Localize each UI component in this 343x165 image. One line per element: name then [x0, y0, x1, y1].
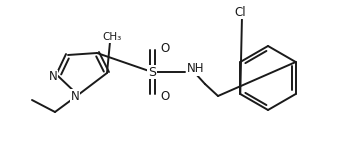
Text: O: O	[160, 42, 169, 54]
Text: N: N	[71, 89, 79, 102]
Text: N: N	[49, 70, 57, 83]
Text: Cl: Cl	[234, 5, 246, 18]
Text: O: O	[160, 89, 169, 102]
Text: CH₃: CH₃	[102, 32, 122, 42]
Text: NH: NH	[187, 63, 204, 76]
Text: S: S	[148, 66, 156, 79]
